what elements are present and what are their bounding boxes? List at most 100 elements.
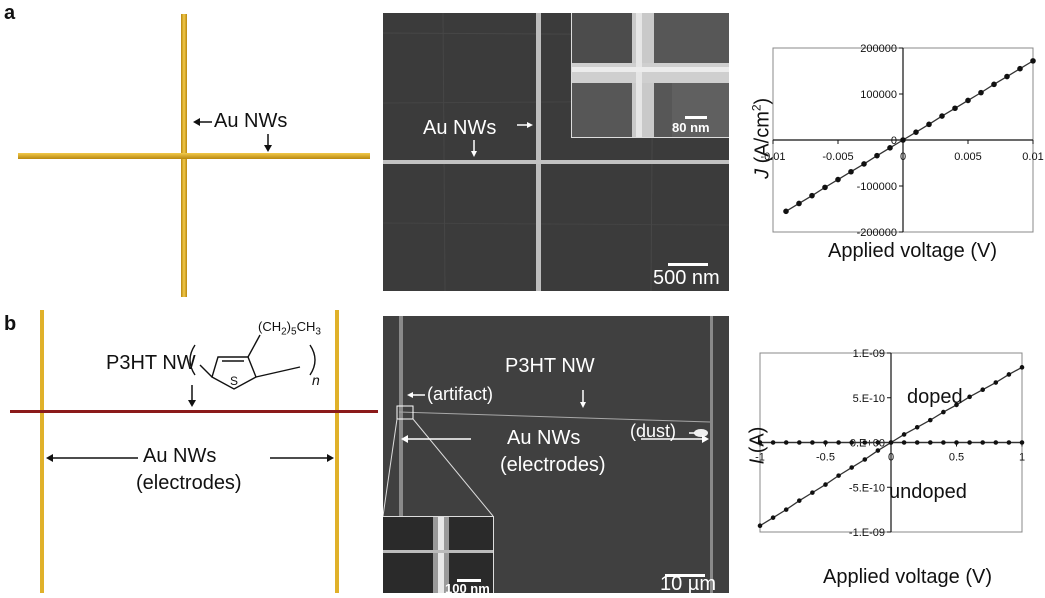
data-point	[978, 89, 984, 96]
data-point	[836, 473, 841, 478]
schematic-a: Au NWs	[0, 0, 380, 300]
data-point	[901, 432, 907, 437]
data-point	[875, 448, 881, 453]
data-point	[1019, 365, 1025, 370]
arrow-au-left-head	[193, 118, 200, 126]
au-nanowire-horizontal	[18, 153, 370, 159]
electrode-left	[40, 310, 44, 593]
x-tick-label: -0.5	[816, 452, 835, 464]
y-tick-label: -1.E-09	[849, 527, 885, 539]
data-point	[757, 523, 763, 529]
y-tick-label: 0	[891, 135, 897, 147]
data-point	[900, 137, 906, 143]
data-point	[809, 192, 815, 199]
data-point	[913, 129, 919, 135]
data-point	[914, 440, 920, 445]
scale-label-main-a: 500 nm	[653, 267, 720, 289]
data-point	[835, 176, 841, 183]
x-tick-label: 0	[888, 452, 894, 464]
x-tick-label: -0.01	[760, 151, 785, 163]
data-point	[967, 440, 972, 445]
substituent-label: (CH2)5CH3	[258, 319, 321, 338]
data-point	[848, 168, 854, 175]
chart-a-svg: -0.01 -0.005 0 0.005 0.01 -200000 -100000 0 1000…	[760, 43, 1043, 239]
data-point	[783, 208, 789, 215]
data-point	[939, 113, 945, 119]
sem-electrode-left	[399, 316, 403, 593]
chart-b-ylabel: I (A)	[746, 426, 769, 465]
data-point	[862, 457, 868, 462]
x-tick-label: -1	[755, 452, 765, 464]
p3ht-label-schematic: P3HT NW	[106, 352, 196, 374]
y-tick-label: 100000	[860, 89, 897, 101]
data-point	[914, 424, 920, 430]
au-nws-label-a: Au NWs	[214, 110, 288, 132]
data-point	[1006, 372, 1012, 377]
data-point	[888, 440, 894, 445]
chart-a-xlabel: Applied voltage (V)	[828, 240, 997, 262]
annotation-doped: doped	[907, 386, 963, 408]
y-tick-label: 0.E+00	[850, 438, 885, 450]
data-point	[849, 465, 854, 470]
data-point	[874, 152, 880, 159]
x-tick-label: 1	[1019, 452, 1025, 464]
data-point	[836, 440, 841, 445]
sem-inset-b: 100 nm	[383, 516, 494, 593]
electrodes-label-1-sem: Au NWs	[507, 427, 581, 449]
data-point	[849, 440, 854, 445]
scale-bar-inset-b	[457, 579, 481, 582]
data-point	[967, 394, 972, 400]
thiophene-structure	[189, 334, 316, 390]
data-point	[810, 490, 815, 495]
sem-nanowire-vertical	[536, 13, 541, 291]
scale-bar-inset-a	[685, 116, 707, 119]
data-point	[991, 81, 997, 88]
data-point	[796, 200, 802, 207]
data-point	[823, 440, 828, 445]
data-point	[861, 161, 867, 167]
sem-inset-a-drawing	[572, 13, 729, 137]
panel-letter-a: a	[4, 2, 16, 24]
y-tick-label: -200000	[857, 227, 897, 239]
data-point	[1004, 73, 1010, 80]
data-point	[941, 409, 946, 415]
data-point	[783, 507, 789, 512]
data-point	[783, 440, 789, 445]
data-point	[823, 482, 828, 487]
data-point	[770, 515, 776, 520]
data-point	[928, 440, 933, 445]
data-point	[926, 121, 932, 128]
schematic-a-drawing	[18, 14, 370, 297]
x-tick-label: 0.01	[1022, 151, 1043, 163]
data-point	[875, 440, 881, 445]
data-point	[941, 440, 946, 445]
data-point	[952, 105, 958, 112]
data-point	[1030, 58, 1036, 64]
y-tick-label: 200000	[860, 43, 897, 55]
data-point	[980, 440, 985, 445]
data-point	[993, 440, 999, 445]
data-point	[901, 440, 907, 445]
data-point	[954, 440, 959, 445]
y-tick-label: -5.E-10	[849, 482, 885, 494]
scale-label-inset-b: 100 nm	[445, 581, 490, 593]
arrow-au-down-head	[264, 145, 272, 152]
sem-nanowire-horizontal	[383, 160, 729, 164]
x-tick-label: 0.005	[954, 151, 982, 163]
inset-marker-box	[396, 405, 414, 420]
data-point	[757, 440, 763, 445]
chart-a-ylabel: J (A/cm2)	[749, 97, 774, 179]
data-point	[1019, 440, 1025, 445]
chart-b: -1 -0.5 0 0.5 1 1.E-09 5.E-10 0.E+00 -5.E-10 -1.E…	[735, 300, 1045, 593]
schematic-b-drawing	[10, 310, 378, 593]
x-tick-label: 0	[900, 151, 906, 163]
chart-b-xlabel: Applied voltage (V)	[823, 566, 992, 588]
dust-particle	[694, 429, 708, 437]
data-point	[862, 440, 868, 445]
chart-b-svg: -1 -0.5 0 0.5 1 1.E-09 5.E-10 0.E+00 -5.E-10 -1.E…	[755, 348, 1025, 539]
data-point	[887, 145, 893, 151]
scale-label-inset-a: 80 nm	[672, 120, 710, 135]
sem-inset-b-drawing	[383, 517, 493, 593]
sem-image-b: P3HT NW (artifact) (dust) Au NWs (electr…	[383, 316, 729, 593]
electrodes-label-2-sem: (electrodes)	[500, 454, 606, 476]
